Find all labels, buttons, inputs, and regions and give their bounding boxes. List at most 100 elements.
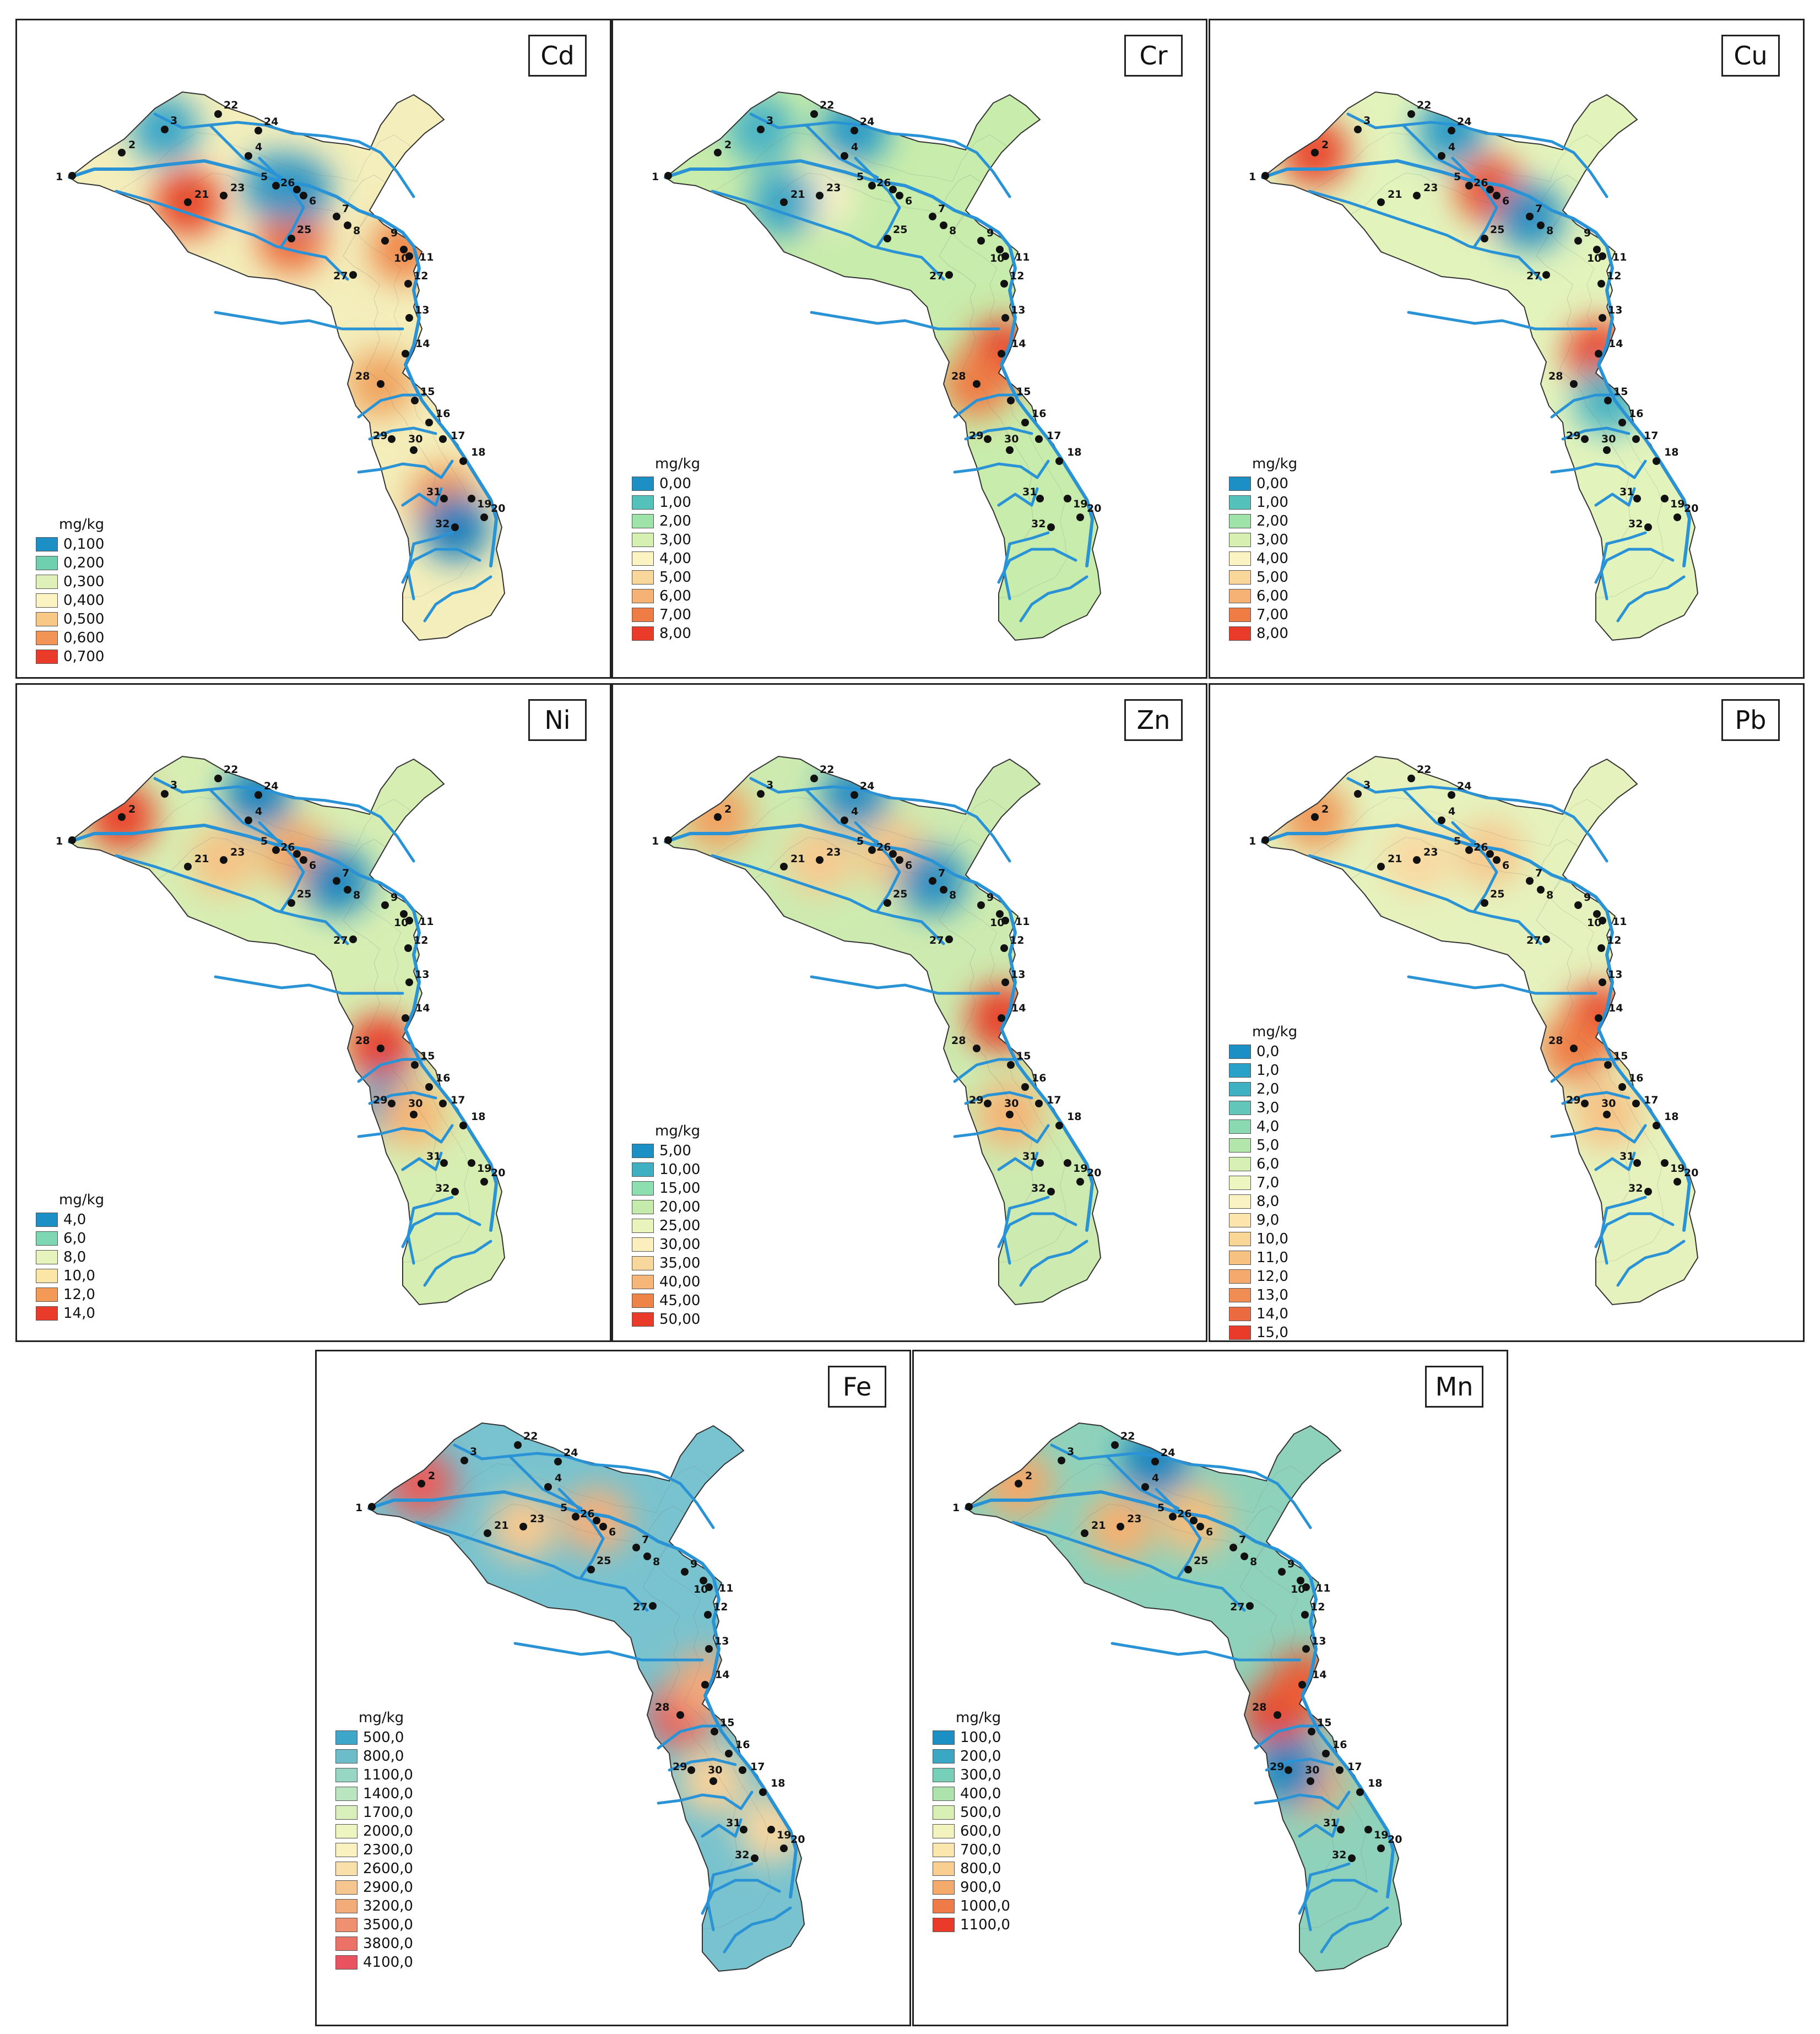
- legend-value: 2000,0: [363, 1823, 413, 1840]
- station-point-28: [1570, 1045, 1578, 1052]
- station-label-21: 21: [1388, 853, 1402, 865]
- station-label-12: 12: [414, 270, 428, 282]
- river: [1346, 777, 1608, 863]
- legend-swatch: [632, 1312, 654, 1327]
- map-panel-fe: 1 2 3 4 5 6 7 8 9 10 11 12 13 14 15 16 17 18 19 20 21 22 23 24 2…: [315, 1350, 911, 2026]
- station-point-23: [519, 1523, 527, 1530]
- station-point-3: [1058, 1457, 1065, 1464]
- legend-entry: 3,00: [1229, 531, 1297, 549]
- station-label-27: 27: [929, 270, 944, 282]
- legend-entry: 9,0: [1229, 1211, 1297, 1230]
- river: [804, 123, 879, 179]
- station-point-25: [288, 899, 295, 907]
- station-label-24: 24: [860, 780, 874, 792]
- station-label-22: 22: [820, 99, 834, 111]
- station-label-26: 26: [280, 841, 295, 853]
- legend-value: 8,00: [659, 625, 691, 642]
- legend: mg/kg 5,00 10,00 15,00 20,00 25,00 30,00 35,00 4…: [632, 1123, 700, 1329]
- station-label-30: 30: [1601, 1097, 1616, 1110]
- station-point-22: [810, 775, 818, 782]
- interpolated-surface: [665, 92, 1101, 640]
- station-point-28: [1570, 380, 1578, 388]
- station-point-25: [587, 1566, 595, 1573]
- station-label-2: 2: [1025, 1470, 1032, 1482]
- station-label-24: 24: [1457, 116, 1471, 128]
- legend-swatch: [335, 1843, 358, 1857]
- station-point-32: [451, 1188, 459, 1195]
- station-point-8: [344, 221, 351, 229]
- station-label-2: 2: [428, 1470, 435, 1482]
- station-point-32: [751, 1854, 759, 1862]
- station-point-12: [1597, 944, 1605, 952]
- legend-entry: 11,0: [1229, 1248, 1297, 1267]
- station-label-18: 18: [1067, 1111, 1081, 1123]
- station-point-12: [1301, 1611, 1309, 1619]
- legend-swatch: [1229, 1119, 1251, 1134]
- station-label-21: 21: [1388, 188, 1402, 201]
- river: [214, 311, 404, 331]
- station-label-4: 4: [851, 141, 858, 153]
- legend-value: 2,00: [1256, 513, 1288, 529]
- legend-swatch: [335, 1880, 358, 1895]
- station-point-2: [1015, 1480, 1022, 1487]
- legend-value: 500,0: [960, 1804, 1001, 1821]
- station-label-16: 16: [1032, 1072, 1046, 1084]
- river: [723, 1906, 792, 1954]
- river: [1600, 531, 1647, 601]
- station-point-15: [1007, 1061, 1015, 1069]
- station-point-26: [293, 850, 301, 858]
- river: [1050, 1443, 1312, 1529]
- legend: mg/kg 100,0 200,0 300,0 400,0 500,0 600,0 700,0…: [933, 1710, 1010, 1934]
- legend-swatch: [632, 1275, 654, 1289]
- legend-swatch: [632, 1256, 654, 1270]
- river: [1308, 190, 1542, 281]
- station-label-11: 11: [1612, 251, 1627, 263]
- legend-value: 4,0: [63, 1211, 86, 1228]
- river: [1561, 426, 1631, 441]
- station-point-18: [759, 1788, 767, 1796]
- station-point-11: [1001, 917, 1009, 924]
- station-point-32: [1644, 1188, 1652, 1195]
- station-point-21: [1377, 863, 1385, 870]
- station-label-28: 28: [1252, 1701, 1266, 1713]
- legend-entry: 0,500: [36, 610, 104, 629]
- station-point-19: [767, 1826, 775, 1833]
- station-label-5: 5: [857, 835, 864, 847]
- legend-swatch: [36, 650, 58, 664]
- legend-swatch: [632, 1200, 654, 1214]
- legend-entry: 1,0: [1229, 1061, 1297, 1080]
- station-label-30: 30: [408, 1097, 422, 1110]
- river: [1616, 1240, 1686, 1287]
- legend-swatch: [1229, 551, 1251, 566]
- station-label-19: 19: [1374, 1829, 1388, 1841]
- station-point-19: [468, 1159, 475, 1167]
- legend-value: 30,00: [659, 1236, 701, 1253]
- station-point-24: [254, 791, 262, 799]
- station-point-12: [404, 944, 412, 952]
- station-label-13: 13: [1312, 1635, 1326, 1647]
- station-point-17: [1035, 435, 1043, 443]
- legend-entry: 4,00: [632, 549, 700, 568]
- legend-value: 6,0: [1256, 1156, 1280, 1172]
- station-label-9: 9: [690, 1558, 697, 1570]
- station-label-2: 2: [1321, 139, 1329, 151]
- station-label-27: 27: [929, 934, 944, 946]
- station-point-29: [388, 1100, 396, 1107]
- river: [1019, 575, 1088, 623]
- legend-entry: 15,0: [1229, 1323, 1297, 1340]
- station-point-9: [977, 901, 985, 909]
- station-label-3: 3: [766, 779, 773, 791]
- legend-swatch: [36, 612, 58, 626]
- station-point-10: [400, 910, 408, 918]
- station-point-1: [68, 172, 76, 180]
- legend-value: 14,0: [63, 1305, 95, 1322]
- station-label-20: 20: [491, 502, 505, 515]
- legend-entry: 4,0: [1229, 1117, 1297, 1136]
- station-point-16: [1618, 1083, 1626, 1091]
- station-label-20: 20: [1684, 1167, 1698, 1179]
- station-point-31: [1633, 495, 1641, 502]
- station-point-28: [973, 380, 981, 388]
- station-label-14: 14: [1011, 338, 1026, 350]
